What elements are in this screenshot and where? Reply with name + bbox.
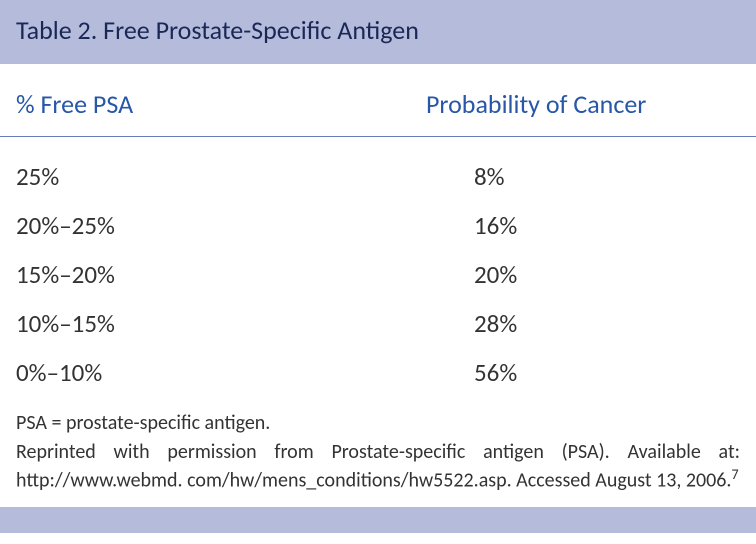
cell-probability: 16% xyxy=(426,210,740,241)
table-footnote: PSA = prostate-specific antigen. Reprint… xyxy=(0,410,756,501)
cell-probability: 8% xyxy=(426,161,740,192)
column-header-probability: Probability of Cancer xyxy=(426,88,740,120)
table-title: Table 2. Free Prostate-Specific Antigen xyxy=(16,14,419,46)
table-row: 15%–20% 20% xyxy=(16,259,740,290)
table-title-bar: Table 2. Free Prostate-Specific Antigen xyxy=(0,0,756,64)
cell-free-psa: 15%–20% xyxy=(16,259,426,290)
table-header-row: % Free PSA Probability of Cancer xyxy=(0,64,756,137)
table-row: 25% 8% xyxy=(16,161,740,192)
cell-free-psa: 25% xyxy=(16,161,426,192)
cell-free-psa: 10%–15% xyxy=(16,308,426,339)
table-row: 20%–25% 16% xyxy=(16,210,740,241)
cell-probability: 28% xyxy=(426,308,740,339)
table-row: 10%–15% 28% xyxy=(16,308,740,339)
table-bottom-bar xyxy=(0,507,756,533)
table-container: Table 2. Free Prostate-Specific Antigen … xyxy=(0,0,756,533)
cell-probability: 56% xyxy=(426,357,740,388)
table-row: 0%–10% 56% xyxy=(16,357,740,388)
cell-probability: 20% xyxy=(426,259,740,290)
table-body: 25% 8% 20%–25% 16% 15%–20% 20% 10%–15% 2… xyxy=(0,137,756,410)
footnote-source-text: Reprinted with permission from Prostate-… xyxy=(16,440,740,493)
column-header-free-psa: % Free PSA xyxy=(16,88,426,120)
footnote-superscript: 7 xyxy=(731,466,738,483)
cell-free-psa: 0%–10% xyxy=(16,357,426,388)
footnote-source: Reprinted with permission from Prostate-… xyxy=(16,439,740,495)
footnote-abbrev: PSA = prostate-specific antigen. xyxy=(16,410,740,437)
cell-free-psa: 20%–25% xyxy=(16,210,426,241)
